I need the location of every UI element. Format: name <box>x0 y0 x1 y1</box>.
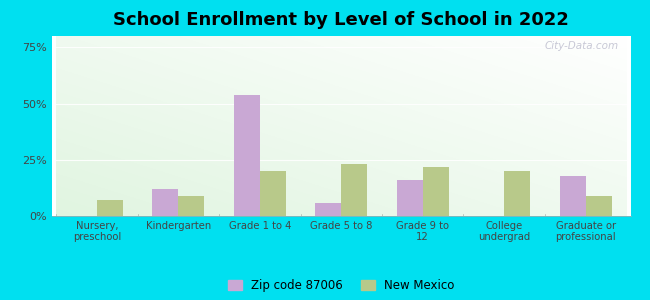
Bar <box>422 167 448 216</box>
Bar <box>586 196 612 216</box>
Bar <box>396 180 422 216</box>
Legend: Zip code 87006, New Mexico: Zip code 87006, New Mexico <box>223 274 460 296</box>
Bar <box>97 200 123 216</box>
Bar <box>152 189 178 216</box>
Bar <box>560 176 586 216</box>
Bar <box>178 196 204 216</box>
Bar <box>260 171 286 216</box>
Bar <box>234 94 260 216</box>
Bar <box>315 202 341 216</box>
Text: City-Data.com: City-Data.com <box>545 41 619 51</box>
Bar <box>504 171 530 216</box>
Title: School Enrollment by Level of School in 2022: School Enrollment by Level of School in … <box>113 11 569 29</box>
Bar <box>341 164 367 216</box>
